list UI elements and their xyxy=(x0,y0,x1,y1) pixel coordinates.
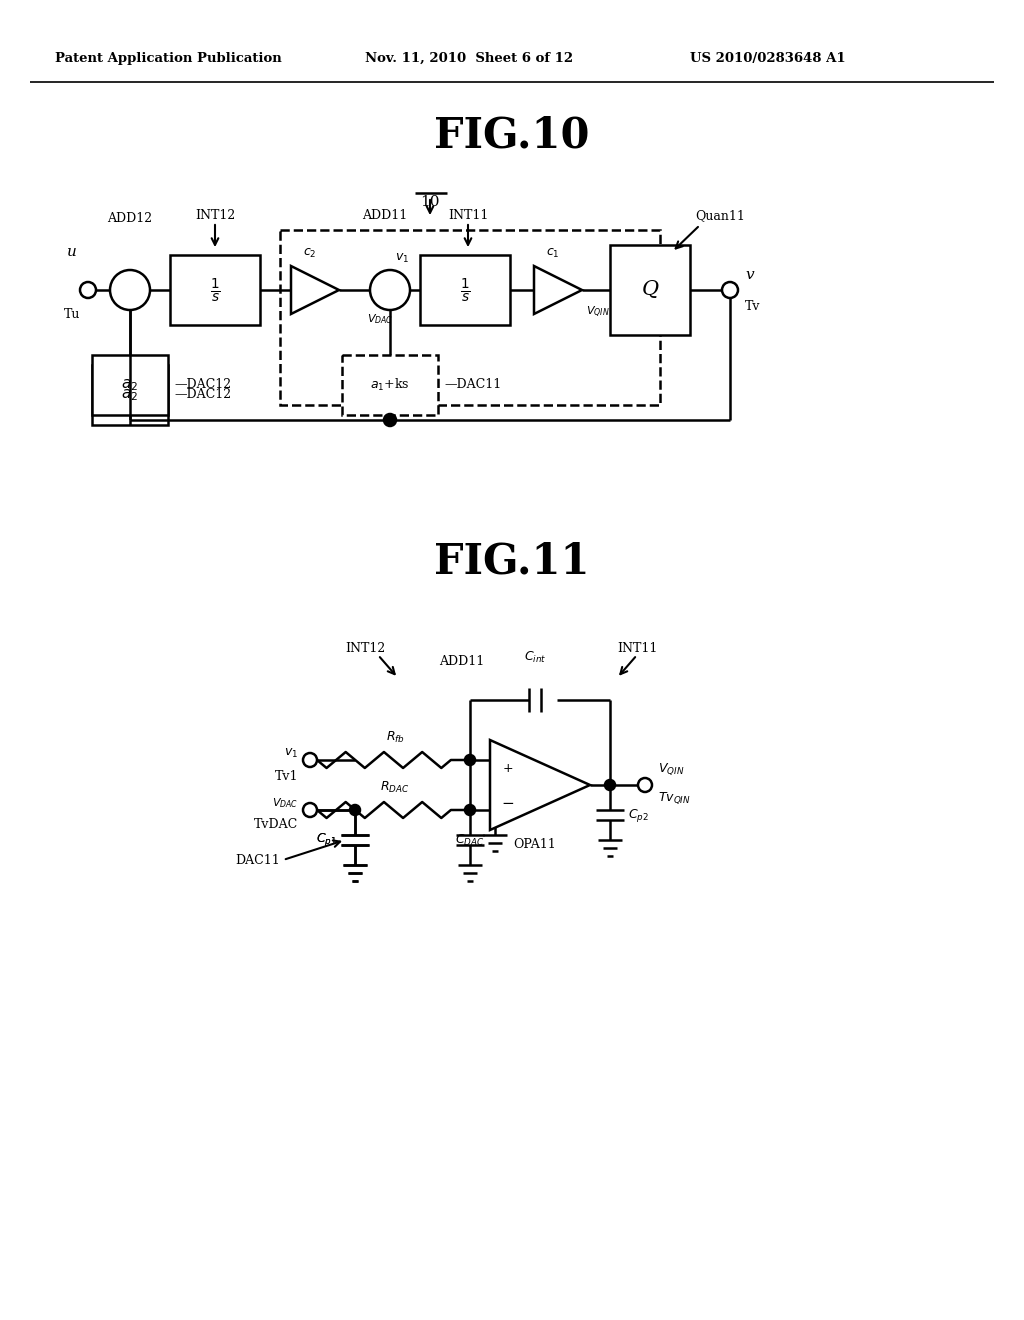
Text: Tv1: Tv1 xyxy=(274,770,298,783)
Text: FIG.10: FIG.10 xyxy=(434,115,590,157)
Circle shape xyxy=(370,271,410,310)
Text: Quan11: Quan11 xyxy=(695,209,744,222)
Text: INT12: INT12 xyxy=(195,209,236,222)
Text: Q: Q xyxy=(641,281,658,300)
Text: $C_{p1}$: $C_{p1}$ xyxy=(316,832,337,849)
Text: Tv: Tv xyxy=(745,300,761,313)
Circle shape xyxy=(350,805,360,814)
Text: $V_{QIN}$: $V_{QIN}$ xyxy=(658,762,684,777)
Text: +: + xyxy=(113,279,122,288)
Circle shape xyxy=(722,282,738,298)
Text: Patent Application Publication: Patent Application Publication xyxy=(55,51,282,65)
Text: $C_{int}$: $C_{int}$ xyxy=(524,649,546,665)
Bar xyxy=(420,255,510,325)
Text: v: v xyxy=(745,268,754,282)
Circle shape xyxy=(110,271,150,310)
Bar xyxy=(610,246,690,335)
Text: INT11: INT11 xyxy=(447,209,488,222)
Text: Nov. 11, 2010  Sheet 6 of 12: Nov. 11, 2010 Sheet 6 of 12 xyxy=(365,51,573,65)
Polygon shape xyxy=(534,267,582,314)
Bar xyxy=(170,255,260,325)
Text: $C_{p1}$: $C_{p1}$ xyxy=(316,832,337,849)
Text: $\frac{1}{s}$: $\frac{1}{s}$ xyxy=(210,276,220,304)
Text: $C_{p2}$: $C_{p2}$ xyxy=(628,807,649,824)
Text: $a_1$+ks: $a_1$+ks xyxy=(371,378,410,393)
Text: ADD11: ADD11 xyxy=(439,655,484,668)
Circle shape xyxy=(465,805,475,814)
Text: FIG.11: FIG.11 xyxy=(434,540,590,582)
Text: TvDAC: TvDAC xyxy=(254,818,298,832)
Circle shape xyxy=(384,414,396,426)
Circle shape xyxy=(303,803,317,817)
Text: $v_1$: $v_1$ xyxy=(395,252,410,265)
Text: $Tv_{QIN}$: $Tv_{QIN}$ xyxy=(658,789,691,805)
Circle shape xyxy=(465,755,475,766)
Text: DAC11: DAC11 xyxy=(236,854,280,866)
Polygon shape xyxy=(291,267,339,314)
Text: u: u xyxy=(67,246,77,259)
Text: +: + xyxy=(503,763,513,776)
Text: $V_{DAC}$: $V_{DAC}$ xyxy=(271,796,298,810)
Text: —DAC12: —DAC12 xyxy=(174,379,231,392)
Text: —DAC12: —DAC12 xyxy=(174,388,231,401)
Circle shape xyxy=(80,282,96,298)
Text: ADD11: ADD11 xyxy=(362,209,408,222)
Circle shape xyxy=(605,780,615,789)
Text: −: − xyxy=(112,290,123,305)
Bar xyxy=(92,366,168,425)
Text: $v_1$: $v_1$ xyxy=(284,747,298,760)
Text: $a_2$: $a_2$ xyxy=(122,378,138,393)
Text: $C_{DAC}$: $C_{DAC}$ xyxy=(456,833,484,847)
Text: $c_1$: $c_1$ xyxy=(546,247,560,260)
Text: $c_2$: $c_2$ xyxy=(303,247,316,260)
Text: INT12: INT12 xyxy=(345,642,385,655)
Text: OPA11: OPA11 xyxy=(514,838,556,851)
Text: −: − xyxy=(371,290,383,305)
Text: Tu: Tu xyxy=(63,308,80,321)
Text: $R_{fb}$: $R_{fb}$ xyxy=(386,730,404,744)
Text: +: + xyxy=(373,279,382,288)
Bar xyxy=(92,355,168,414)
Text: $V_{QIN}$: $V_{QIN}$ xyxy=(586,305,609,321)
Bar xyxy=(280,230,660,405)
Text: $R_{DAC}$: $R_{DAC}$ xyxy=(380,780,410,795)
Circle shape xyxy=(303,752,317,767)
Circle shape xyxy=(638,777,652,792)
Text: $a_2$: $a_2$ xyxy=(122,387,138,403)
Text: US 2010/0283648 A1: US 2010/0283648 A1 xyxy=(690,51,846,65)
Text: ADD12: ADD12 xyxy=(108,213,153,224)
Text: $V_{DAC}$: $V_{DAC}$ xyxy=(367,312,393,326)
Text: −: − xyxy=(502,796,514,810)
Polygon shape xyxy=(490,741,590,830)
Text: —DAC11: —DAC11 xyxy=(444,379,502,392)
Text: 10: 10 xyxy=(420,195,439,209)
Text: $\frac{1}{s}$: $\frac{1}{s}$ xyxy=(460,276,470,304)
Bar xyxy=(342,355,438,414)
Text: INT11: INT11 xyxy=(616,642,657,655)
